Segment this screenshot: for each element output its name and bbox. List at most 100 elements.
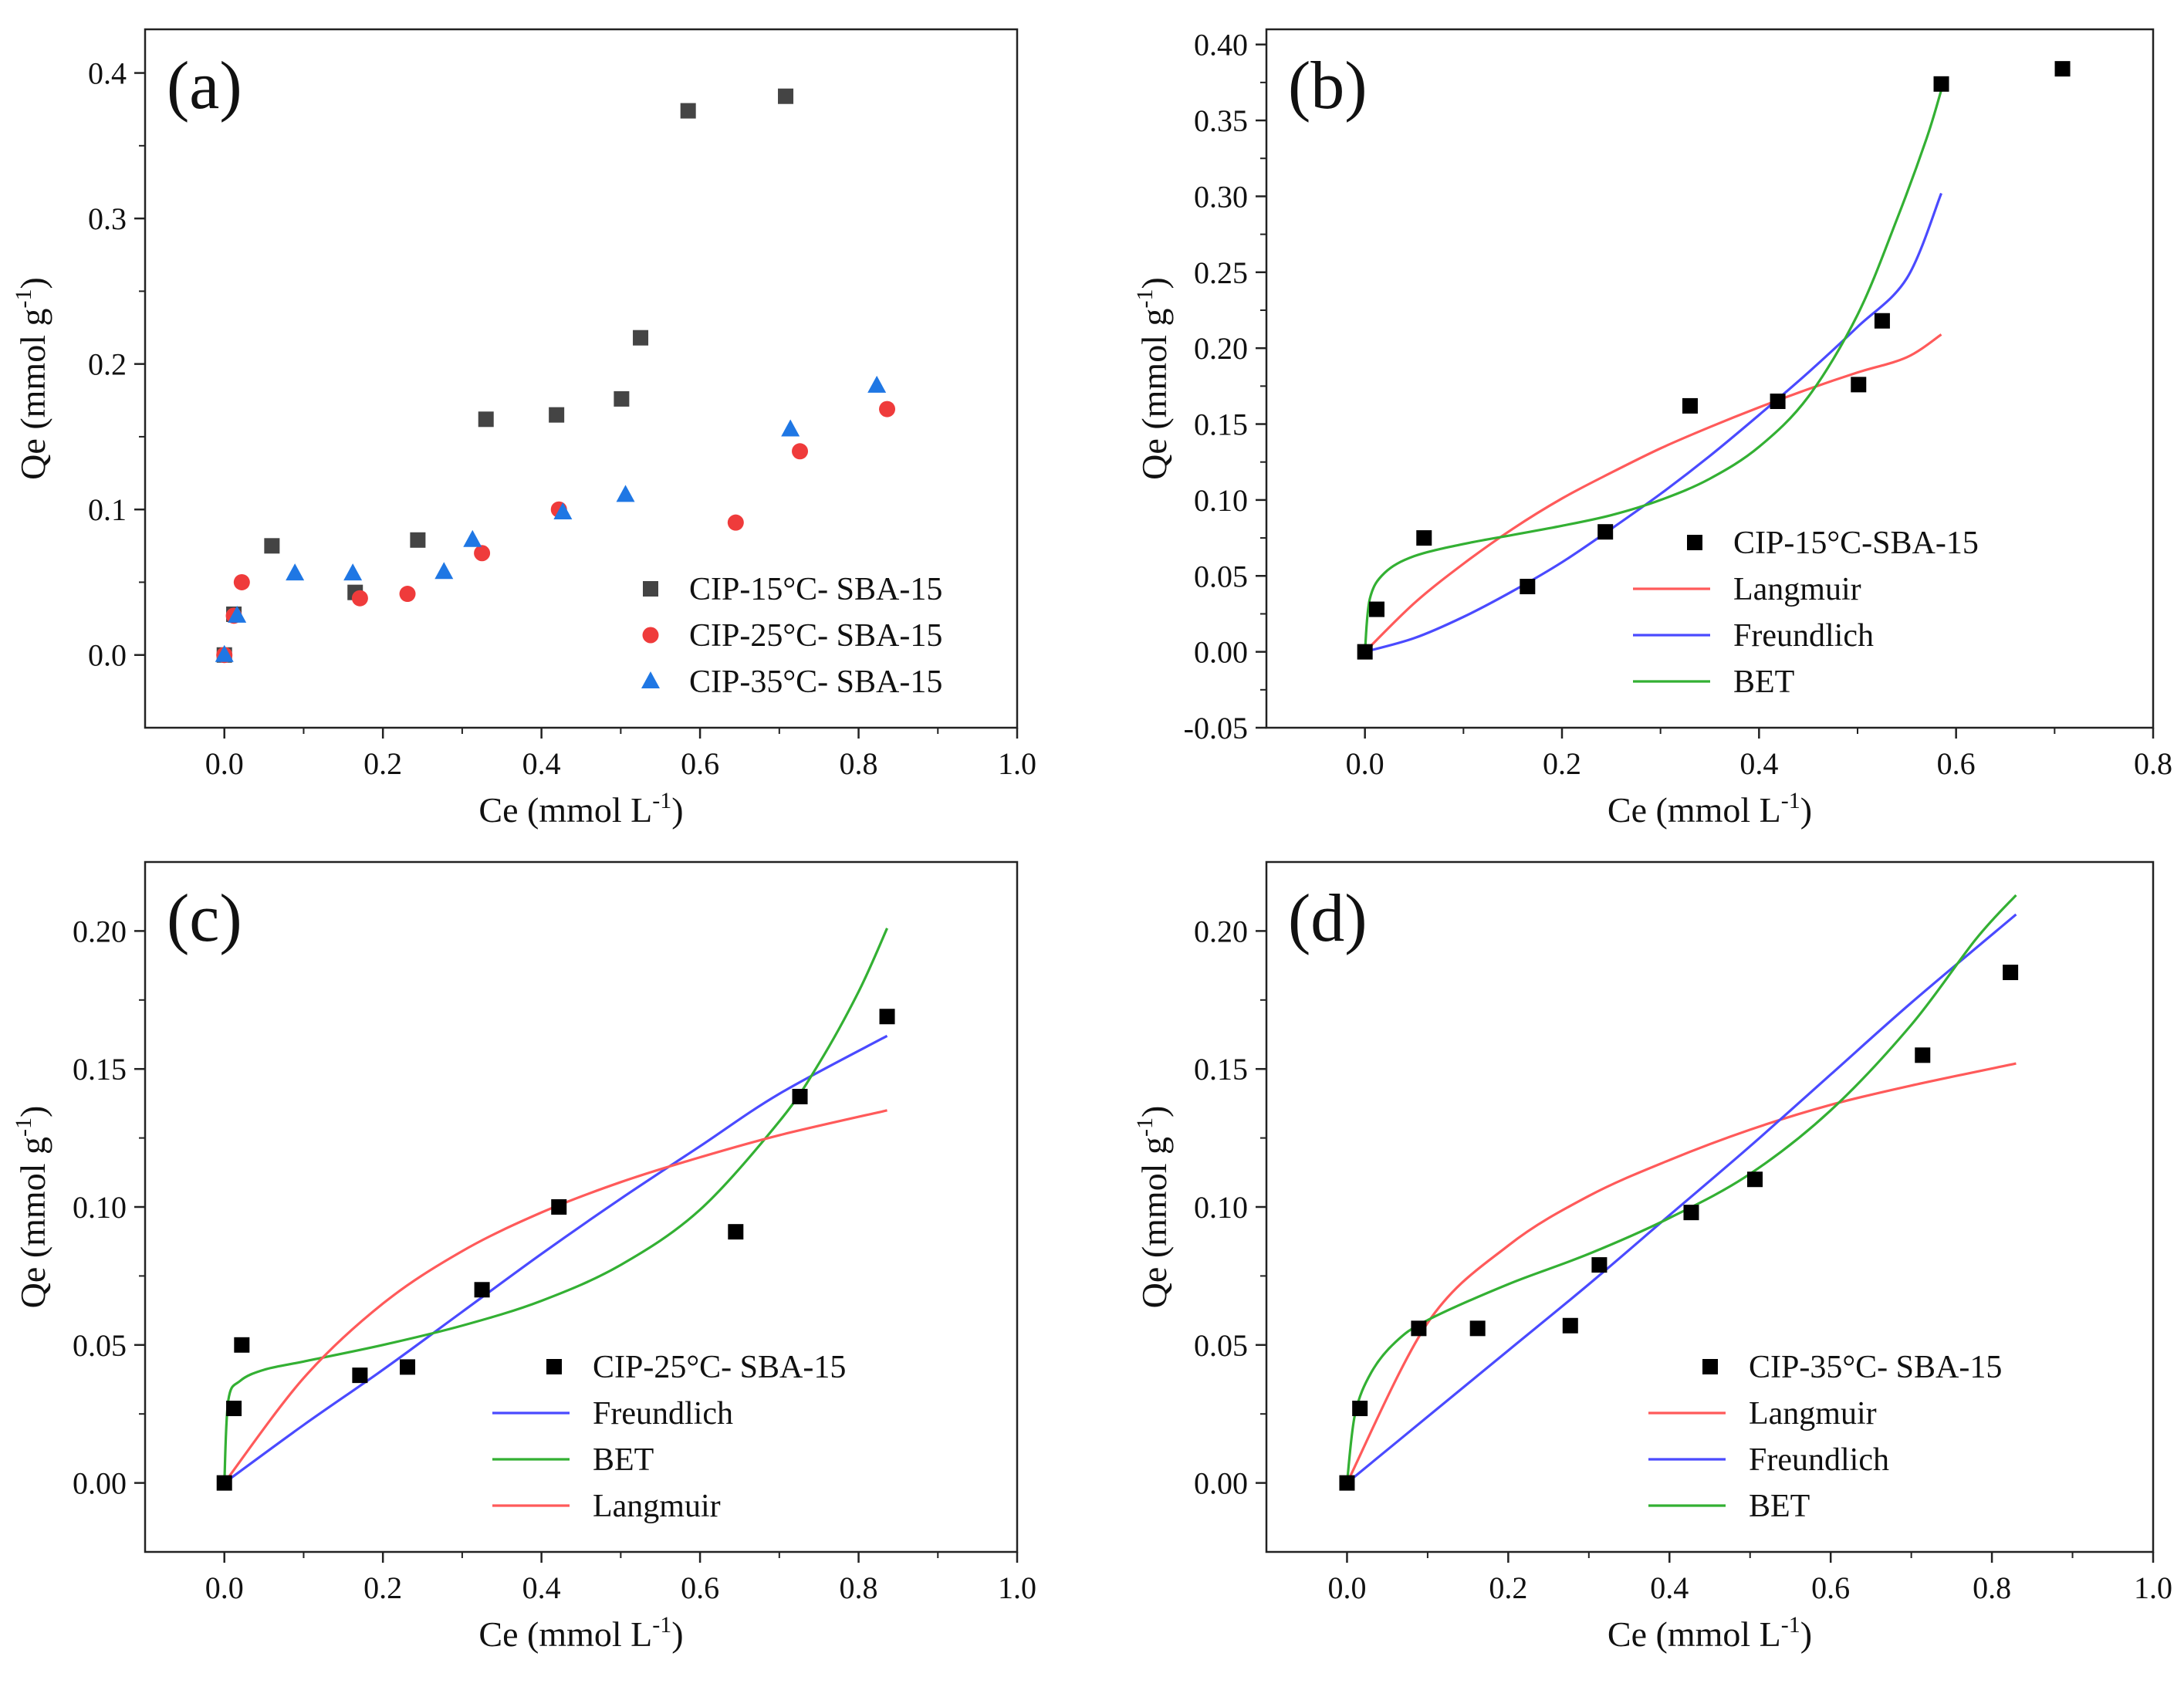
data-point-s1 [1874,313,1890,329]
legend-label: Freundlich [1733,618,1874,654]
legend-marker [642,627,659,644]
fit-line-bet [223,928,888,1483]
y-tick-label: 0.10 [73,1190,127,1225]
y-tick-label: 0.4 [88,56,127,91]
panel-b: 0.0 0.2 0.4 0.6 0.8 -0.05 0.00 0.05 0.10 0.15 0.20… [1132,28,2172,830]
data-point-s3 [616,485,635,502]
data-point-s1 [478,411,494,428]
data-point-s1 [1562,1317,1578,1334]
legend: CIP-15°C- SBA-15 CIP-25°C- SBA-15 CIP-35°C… [641,572,942,700]
x-axis-title: Ce (mmol L-1) [1608,788,1812,830]
data-point-s1 [1416,530,1432,546]
legend-marker [546,1359,562,1374]
data-point-s1 [1683,1205,1699,1221]
y-tick-label: 0.15 [1194,407,1248,442]
y-axis-title: Qe (mmol g-1) [11,277,52,480]
x-tick-label: 0.0 [1327,1570,1366,1605]
data-point-s1 [549,407,565,423]
data-point-s2 [233,573,250,590]
data-point-s3 [215,644,234,662]
data-point-s1 [234,1337,250,1353]
x-tick-label: 0.8 [840,1570,878,1605]
legend: CIP-15°C-SBA-15 Langmuir Freundlich BET [1633,526,1979,700]
x-tick-label: 0.2 [1543,746,1581,781]
legend-label: CIP-15°C-SBA-15 [1733,526,1979,561]
x-tick-label: 0.8 [1973,1570,2011,1605]
data-point-s1 [1368,601,1384,617]
data-point-s1 [1770,394,1786,410]
x-tick-label: 1.0 [2134,1570,2172,1605]
plot-frame [144,28,1019,729]
fit-line-freundlich [1364,192,1943,654]
y-tick-label: 0.1 [88,492,127,527]
panel-label: (b) [1288,49,1368,123]
legend-label: Langmuir [1733,572,1861,607]
data-point-s1 [1352,1401,1368,1417]
y-axis-title: Qe (mmol g-1) [1132,277,1174,480]
panel-d: 0.0 0.2 0.4 0.6 0.8 1.0 0.00 0.05 0.10 0.15 0.20 Ce… [1132,860,2172,1654]
y-tick-label: 0.15 [1194,1052,1248,1087]
data-point-s1 [216,1475,232,1491]
x-tick-label: 1.0 [998,1570,1036,1605]
legend-label: BET [593,1442,654,1478]
plot-frame [1265,860,2155,1553]
y-tick-label: 0.30 [1194,179,1248,214]
y-tick-label: 0.20 [1194,331,1248,366]
data-point-s1 [1591,1257,1608,1273]
panel-label: (c) [167,881,242,956]
x-tick-label: 0.4 [522,746,561,781]
y-tick-label: 0.0 [88,638,127,673]
data-point-s1 [680,103,696,119]
x-tick-label: 0.2 [1489,1570,1527,1605]
x-tick-label: 0.4 [522,1570,561,1605]
legend-label: BET [1749,1489,1810,1524]
data-point-s3 [867,375,887,393]
x-tick-label: 0.8 [840,746,878,781]
y-tick-label: 0.20 [1194,914,1248,948]
x-tick-label: 0.0 [205,746,244,781]
legend-label: BET [1733,664,1794,700]
panel-label: (d) [1288,881,1368,956]
x-axis-title: Ce (mmol L-1) [1608,1612,1812,1654]
x-tick-label: 0.4 [1650,1570,1689,1605]
data-point-s1 [633,330,649,346]
data-point-s1 [778,88,794,104]
data-point-s1 [1339,1475,1355,1491]
legend-marker [643,581,658,597]
data-point-s2 [879,401,896,417]
data-point-s1 [1682,397,1698,414]
data-point-s1 [352,1367,368,1384]
x-tick-label: 0.0 [205,1570,244,1605]
data-point-s2 [399,586,416,603]
data-point-s2 [727,514,744,531]
y-tick-label: 0.35 [1194,103,1248,138]
data-point-s1 [1520,579,1536,595]
plot-frame [1265,28,2155,729]
legend: CIP-35°C- SBA-15 Langmuir Freundlich BET [1648,1350,2002,1524]
data-point-s3 [343,563,363,581]
legend-label: CIP-15°C- SBA-15 [689,572,942,607]
legend-label: Langmuir [1749,1396,1877,1432]
y-axis-title: Qe (mmol g-1) [1132,1106,1174,1309]
legend-marker [641,671,660,688]
legend-marker [1702,1359,1718,1374]
x-tick-label: 0.6 [1937,746,1976,781]
data-point-s2 [351,590,368,607]
data-point-s3 [228,605,247,623]
panel-c: 0.0 0.2 0.4 0.6 0.8 1.0 0.00 0.05 0.10 0.15 0.20 Ce… [11,860,1036,1654]
x-tick-label: 0.0 [1346,746,1384,781]
data-point-s1 [879,1009,895,1025]
fit-line-freundlich [1346,913,2017,1484]
data-point-s1 [551,1199,567,1215]
data-point-s1 [1597,524,1614,540]
legend-marker [1687,535,1702,550]
fit-line-freundlich [223,1034,888,1484]
data-point-s1 [1915,1047,1931,1063]
y-tick-label: 0.20 [73,914,127,948]
y-axis-title: Qe (mmol g-1) [11,1106,52,1309]
x-tick-label: 0.2 [363,746,402,781]
y-tick-label: 0.05 [1194,559,1248,593]
y-tick-label: 0.2 [88,347,127,382]
y-tick-label: 0.05 [1194,1328,1248,1363]
